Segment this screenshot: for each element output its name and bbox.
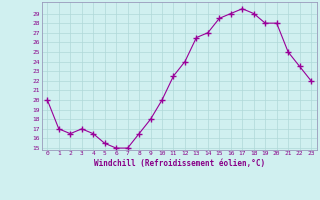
X-axis label: Windchill (Refroidissement éolien,°C): Windchill (Refroidissement éolien,°C) xyxy=(94,159,265,168)
